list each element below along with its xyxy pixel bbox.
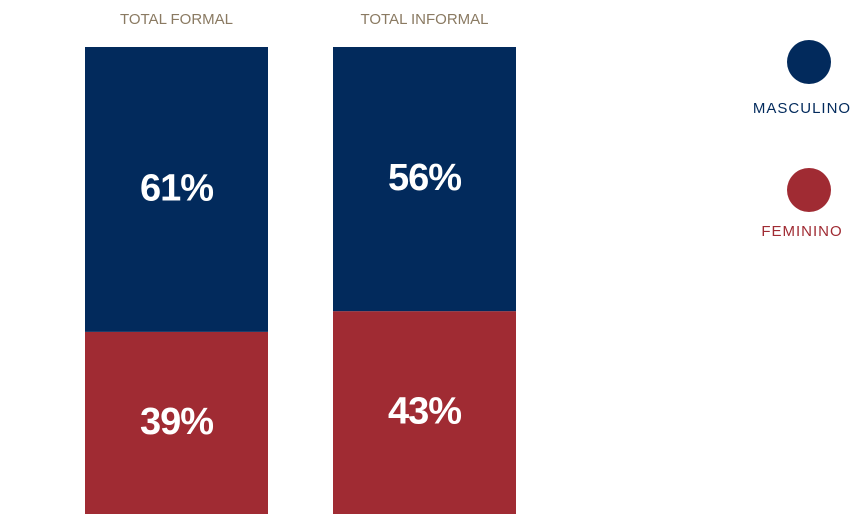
legend-label-feminino: FEMININO — [761, 223, 842, 240]
data-label-informal-feminino: 43% — [388, 391, 461, 433]
bar-segment-informal-feminino — [333, 311, 516, 514]
bar-segment-formal-masculino — [85, 47, 268, 332]
data-label-formal-masculino: 61% — [140, 167, 213, 209]
category-label-informal: TOTAL INFORMAL — [360, 11, 488, 28]
legend-swatch-masculino — [787, 40, 831, 84]
bars-layer: TOTAL FORMAL 39% 61% TOTAL INFORMAL 43% 56% — [85, 11, 516, 514]
bar-segment-formal-feminino — [85, 331, 268, 514]
bar-segment-informal-masculino — [333, 47, 516, 312]
data-label-formal-feminino: 39% — [140, 401, 213, 443]
category-label-formal: TOTAL FORMAL — [120, 11, 233, 28]
legend: MASCULINO FEMININO — [753, 40, 851, 240]
legend-swatch-feminino — [787, 168, 831, 212]
legend-label-masculino: MASCULINO — [753, 100, 851, 117]
data-label-informal-masculino: 56% — [388, 157, 461, 199]
